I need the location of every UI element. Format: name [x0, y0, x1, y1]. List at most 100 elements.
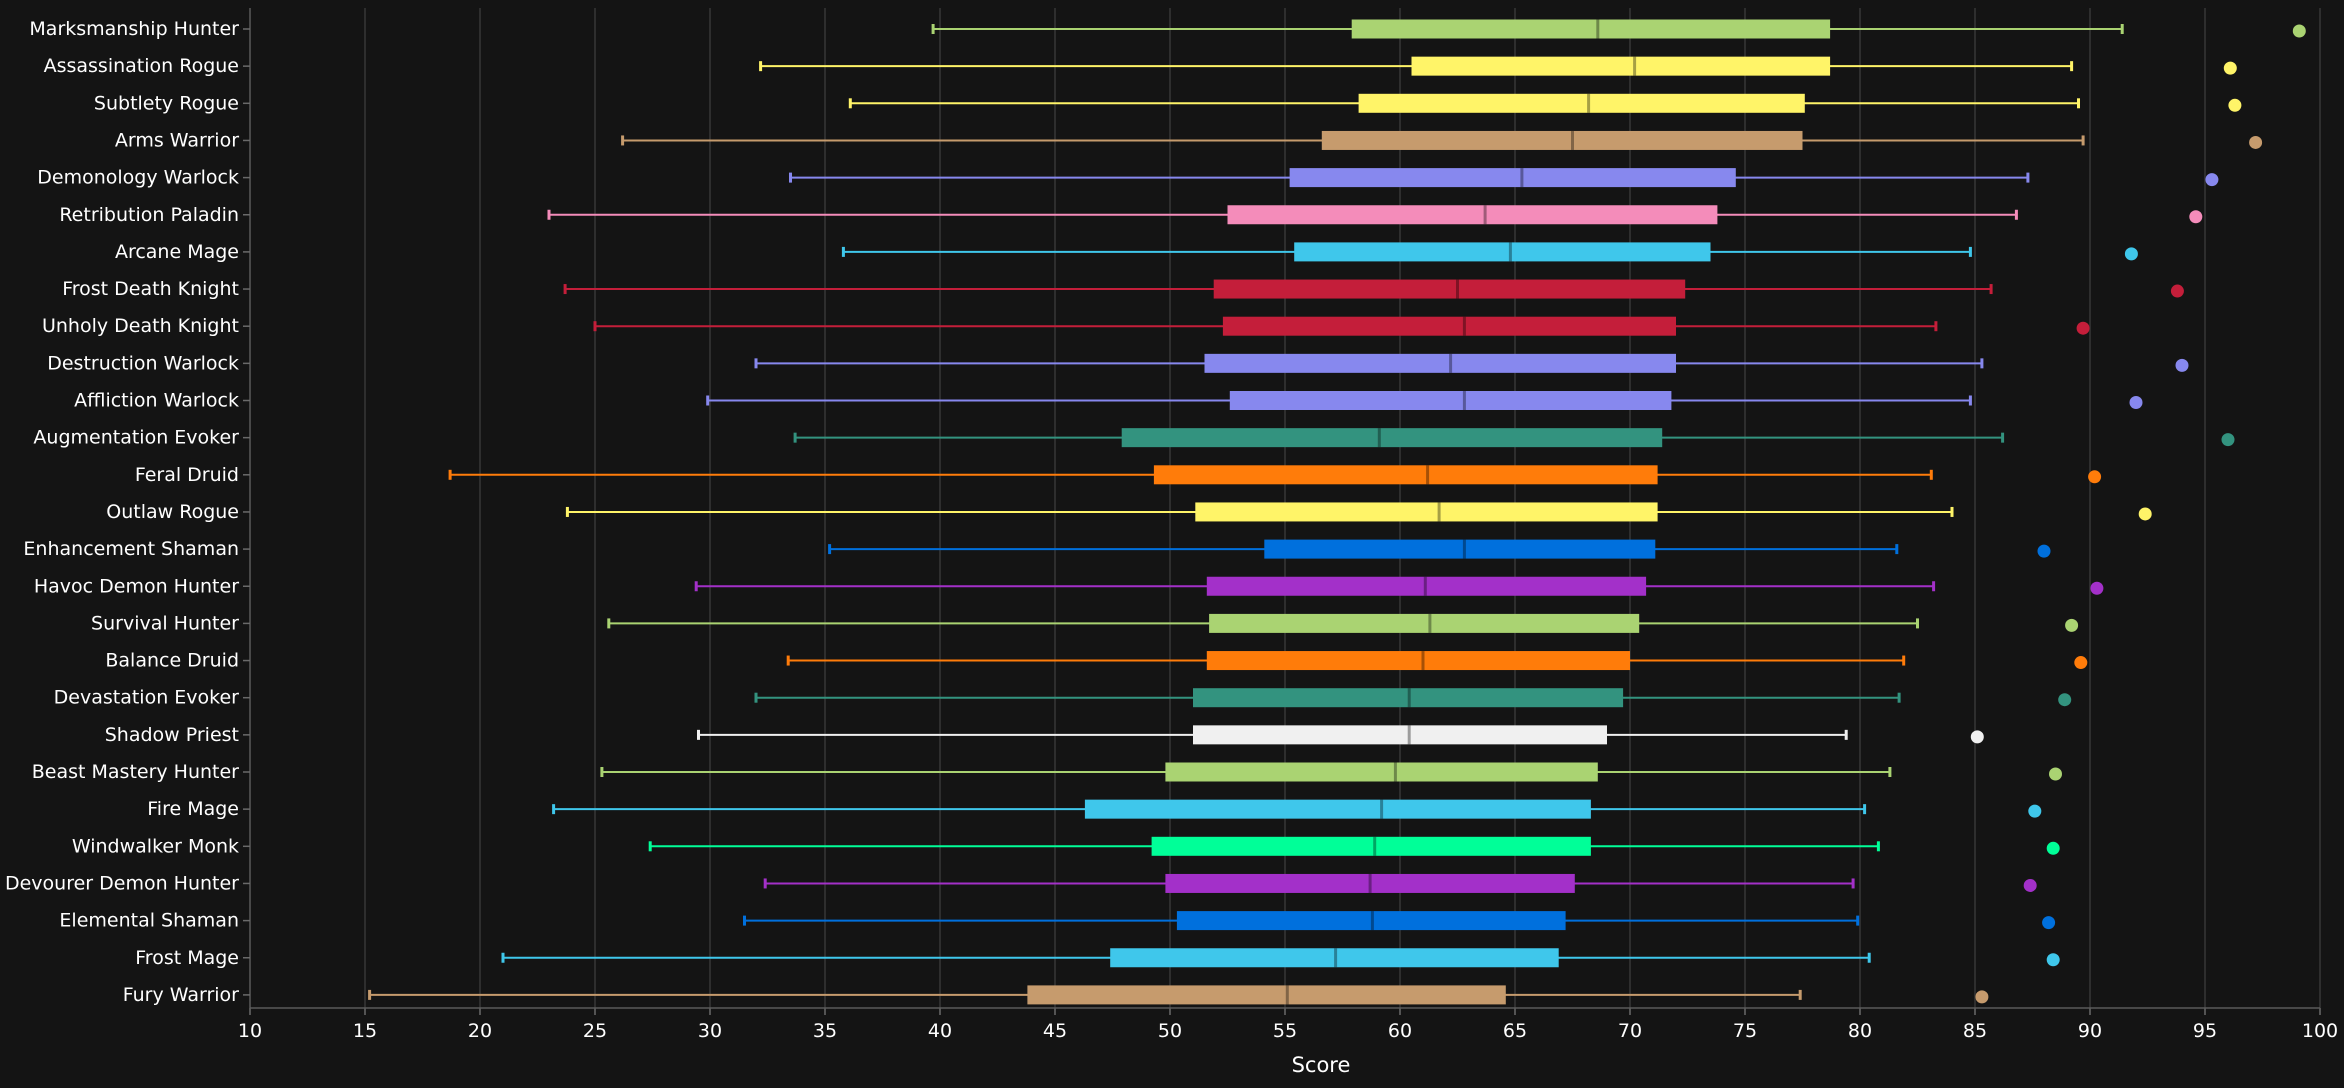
iqr-box[interactable]: [1151, 836, 1591, 856]
iqr-box[interactable]: [1153, 465, 1658, 485]
outlier-point[interactable]: [2058, 693, 2072, 707]
box-row-windwalker-monk[interactable]: [648, 836, 2060, 856]
iqr-box[interactable]: [1204, 353, 1677, 373]
box-row-devastation-evoker[interactable]: [754, 688, 2072, 708]
iqr-box[interactable]: [1358, 93, 1805, 113]
category-label-destruction-warlock: Destruction Warlock: [47, 352, 239, 374]
outlier-point[interactable]: [2205, 173, 2219, 187]
box-row-fire-mage[interactable]: [552, 799, 2042, 819]
iqr-box[interactable]: [1213, 279, 1686, 299]
outlier-point[interactable]: [2049, 767, 2062, 781]
outlier-point[interactable]: [2292, 24, 2306, 38]
iqr-box[interactable]: [1264, 539, 1656, 559]
outlier-point[interactable]: [2138, 507, 2152, 521]
iqr-box[interactable]: [1195, 502, 1658, 522]
iqr-box[interactable]: [1229, 391, 1672, 410]
outlier-point[interactable]: [2249, 135, 2263, 149]
iqr-box[interactable]: [1165, 873, 1575, 893]
outlier-point[interactable]: [2042, 916, 2056, 930]
iqr-box[interactable]: [1209, 613, 1640, 633]
x-tick-label: 70: [1618, 1020, 1642, 1042]
box-row-beast-mastery-hunter[interactable]: [600, 762, 2062, 782]
category-label-fire-mage: Fire Mage: [147, 798, 239, 820]
iqr-box[interactable]: [1121, 428, 1663, 448]
box-row-frost-mage[interactable]: [501, 948, 2060, 968]
box-row-marksmanship-hunter[interactable]: [931, 19, 2306, 39]
box-row-arcane-mage[interactable]: [841, 242, 2138, 262]
box-row-havoc-demon-hunter[interactable]: [694, 576, 2104, 596]
outlier-point[interactable]: [2124, 247, 2138, 261]
outlier-point[interactable]: [2074, 656, 2088, 670]
category-label-unholy-death-knight: Unholy Death Knight: [42, 315, 239, 337]
box-row-shadow-priest[interactable]: [697, 725, 1984, 745]
outlier-point[interactable]: [2175, 358, 2189, 372]
box-row-elemental-shaman[interactable]: [743, 911, 2056, 931]
category-label-arms-warrior: Arms Warrior: [115, 129, 239, 151]
category-label-demonology-warlock: Demonology Warlock: [37, 167, 239, 189]
category-label-beast-mastery-hunter: Beast Mastery Hunter: [32, 761, 239, 783]
iqr-box[interactable]: [1206, 651, 1630, 671]
outlier-point[interactable]: [2223, 61, 2237, 75]
outlier-point[interactable]: [2221, 433, 2235, 447]
iqr-box[interactable]: [1227, 205, 1718, 225]
iqr-box[interactable]: [1351, 19, 1831, 39]
x-tick-label: 50: [1158, 1020, 1182, 1042]
iqr-box[interactable]: [1176, 911, 1566, 931]
box-row-retribution-paladin[interactable]: [547, 205, 2203, 225]
box-row-augmentation-evoker[interactable]: [793, 428, 2235, 448]
box-row-affliction-warlock[interactable]: [706, 391, 2143, 410]
iqr-box[interactable]: [1110, 948, 1559, 968]
box-row-feral-druid[interactable]: [448, 465, 2102, 485]
box-row-demonology-warlock[interactable]: [789, 168, 2219, 188]
iqr-box[interactable]: [1165, 762, 1598, 782]
outlier-point[interactable]: [2228, 98, 2242, 112]
iqr-box[interactable]: [1193, 688, 1624, 708]
category-label-feral-druid: Feral Druid: [135, 464, 239, 486]
box-row-destruction-warlock[interactable]: [754, 353, 2189, 373]
box-row-frost-death-knight[interactable]: [563, 279, 2184, 299]
x-axis: 10 15 20 25 30 35 40 45 50 55 60 65 70 75 80 85 90 95 100: [238, 8, 2338, 1042]
iqr-box[interactable]: [1289, 168, 1736, 188]
box-row-survival-hunter[interactable]: [607, 613, 2079, 633]
outlier-point[interactable]: [2189, 210, 2203, 224]
iqr-box[interactable]: [1321, 130, 1803, 150]
box-row-devourer-demon-hunter[interactable]: [763, 873, 2037, 893]
outlier-point[interactable]: [2090, 581, 2104, 595]
outlier-point[interactable]: [1970, 730, 1984, 744]
box-row-assassination-rogue[interactable]: [759, 56, 2237, 76]
outlier-point[interactable]: [1975, 990, 1989, 1004]
outlier-point[interactable]: [2129, 396, 2143, 409]
category-label-survival-hunter: Survival Hunter: [91, 612, 239, 634]
x-tick-label: 40: [928, 1020, 952, 1042]
category-labels: Marksmanship Hunter Assassination Rogue Su…: [5, 18, 250, 1006]
outlier-point[interactable]: [2046, 953, 2060, 967]
iqr-box[interactable]: [1027, 985, 1506, 1005]
category-label-balance-druid: Balance Druid: [105, 650, 239, 672]
iqr-box[interactable]: [1294, 242, 1711, 262]
outlier-point[interactable]: [2088, 470, 2102, 484]
category-label-enhancement-shaman: Enhancement Shaman: [23, 538, 239, 560]
outlier-point[interactable]: [2028, 804, 2042, 818]
iqr-box[interactable]: [1411, 56, 1831, 76]
outlier-point[interactable]: [2023, 878, 2037, 892]
box-row-outlaw-rogue[interactable]: [565, 502, 2152, 522]
iqr-box[interactable]: [1206, 576, 1647, 596]
box-row-unholy-death-knight[interactable]: [593, 316, 2090, 336]
outlier-point[interactable]: [2065, 618, 2079, 632]
box-row-fury-warrior[interactable]: [368, 985, 1989, 1005]
box-row-subtlety-rogue[interactable]: [848, 93, 2242, 113]
outlier-point[interactable]: [2076, 321, 2090, 335]
iqr-box[interactable]: [1222, 316, 1676, 336]
category-label-frost-mage: Frost Mage: [135, 947, 239, 969]
x-tick-label: 75: [1733, 1020, 1757, 1042]
box-row-arms-warrior[interactable]: [621, 130, 2263, 150]
iqr-box[interactable]: [1084, 799, 1591, 819]
outlier-point[interactable]: [2037, 544, 2051, 558]
iqr-box[interactable]: [1193, 725, 1607, 745]
box-row-enhancement-shaman[interactable]: [828, 539, 2051, 559]
outlier-point[interactable]: [2046, 841, 2060, 855]
x-tick-label: 25: [583, 1020, 607, 1042]
box-row-balance-druid[interactable]: [786, 651, 2088, 671]
outlier-point[interactable]: [2170, 284, 2184, 298]
